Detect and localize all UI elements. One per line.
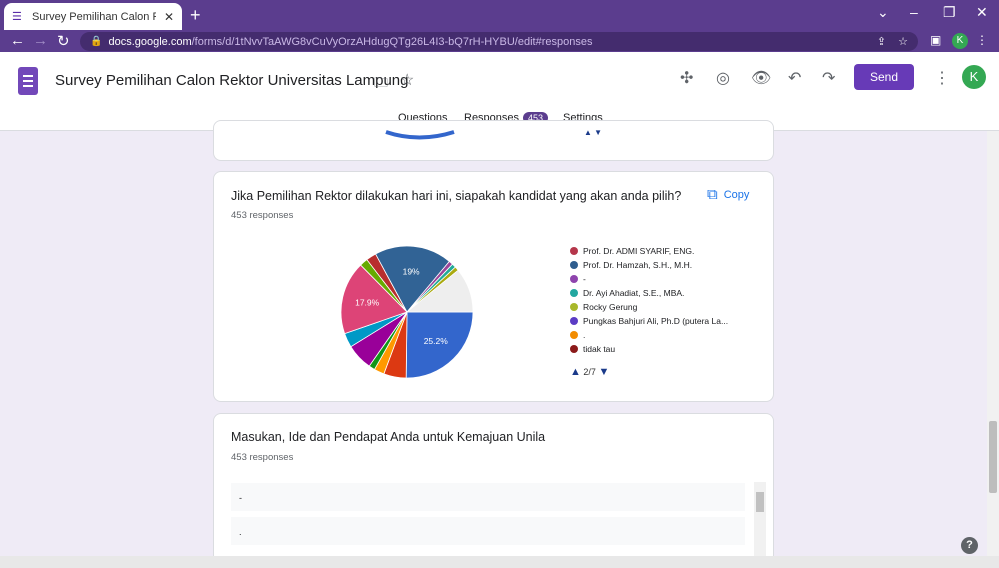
pie-chart[interactable]: 25.2% 17.9% 19% (214, 172, 775, 403)
response-count: 453 responses (231, 210, 294, 221)
legend-swatch (570, 247, 578, 255)
url-path: /forms/d/1tNvvTaAWG8vCuVyOrzAHdugQTg26L4… (191, 35, 593, 48)
previous-chart-fragment: ▲ ▼ (385, 128, 602, 140)
bookmark-star-icon[interactable]: ☆ (898, 36, 908, 48)
legend-label: . (583, 330, 586, 340)
text-answer: - (231, 483, 745, 511)
text-answer: . (231, 517, 745, 545)
legend-swatch (570, 275, 578, 283)
legend-item: Dr. Ayi Ahadiat, S.E., MBA. (570, 286, 728, 300)
document-title[interactable]: Survey Pemilihan Calon Rektor Universita… (55, 72, 409, 89)
lock-icon: 🔒 (90, 36, 103, 47)
legend-label: Dr. Ayi Ahadiat, S.E., MBA. (583, 288, 685, 298)
reload-icon[interactable]: ↻ (57, 33, 70, 50)
pie-slice[interactable] (405, 269, 474, 313)
forms-icon: ☰ (12, 10, 22, 23)
send-button[interactable]: Send (854, 64, 914, 90)
legend-item: Prof. Dr. ADMI SYARIF, ENG. (570, 244, 728, 258)
question-response-card-2: Masukan, Ide dan Pendapat Anda untuk Kem… (213, 413, 774, 563)
forms-logo-icon[interactable] (18, 67, 38, 95)
legend-item: tidak tau (570, 342, 728, 356)
legend-item: Prof. Dr. Hamzah, S.H., M.H. (570, 258, 728, 272)
question-title-2: Masukan, Ide dan Pendapat Anda untuk Kem… (231, 430, 546, 444)
close-tab-icon[interactable]: ✕ (163, 9, 174, 24)
copy-label: Copy (723, 188, 750, 201)
new-tab-icon[interactable]: + (190, 5, 201, 25)
legend-label: Prof. Dr. Hamzah, S.H., M.H. (583, 260, 693, 270)
user-avatar[interactable]: K (962, 65, 986, 89)
answers-scrollbar-thumb[interactable] (756, 492, 764, 512)
preview-eye-icon[interactable]: 👁 (751, 70, 772, 87)
side-panel-icon[interactable]: ▣ (930, 33, 942, 47)
legend-label: Rocky Gerung (583, 302, 638, 312)
url-host: docs.google.com (108, 35, 192, 48)
addon-puzzle-icon[interactable]: ✣ (680, 70, 694, 87)
legend-label: - (583, 274, 586, 284)
minimize-icon[interactable]: – (910, 4, 918, 20)
back-icon[interactable]: ← (10, 32, 25, 49)
close-window-icon[interactable]: ✕ (976, 4, 988, 20)
forms-header: Survey Pemilihan Calon Rektor Universita… (0, 52, 999, 131)
folder-icon[interactable]: 🗀 (374, 74, 388, 90)
browser-tab-strip: ☰ Survey Pemilihan Calon Rektor Ur ✕ + ⌄… (0, 0, 999, 30)
address-bar[interactable]: 🔒 docs.google.com /forms/d/1tNvvTaAWG8vC… (80, 32, 918, 51)
pie-slice[interactable] (340, 264, 408, 335)
legend-item: Pungkas Bahjuri Ali, Ph.D (putera La... (570, 314, 728, 328)
pie-slice-label: 19% (403, 266, 420, 276)
legend-swatch (570, 261, 578, 269)
taskbar-edge (0, 556, 999, 568)
legend-swatch (570, 345, 578, 353)
legend-label: Pungkas Bahjuri Ali, Ph.D (putera La... (583, 316, 729, 326)
legend-label: Prof. Dr. ADMI SYARIF, ENG. (583, 246, 695, 256)
palette-icon[interactable]: ◎ (716, 70, 730, 87)
question-response-card: Jika Pemilihan Rektor dilakukan hari ini… (213, 171, 774, 402)
tab-search-icon[interactable]: ⌄ (877, 4, 889, 20)
page-scrollbar-thumb[interactable] (989, 421, 997, 493)
answers-scrollbar[interactable] (754, 482, 766, 556)
undo-icon[interactable]: ↶ (788, 70, 802, 87)
legend-pager: ▲ 2/7 ▼ (570, 366, 609, 378)
response-count-2: 453 responses (231, 452, 294, 463)
browser-tab[interactable]: ☰ Survey Pemilihan Calon Rektor Ur ✕ (4, 3, 182, 30)
legend-swatch (570, 317, 578, 325)
browser-tab-title: Survey Pemilihan Calon Rektor Ur (32, 10, 156, 23)
browser-toolbar: ← → ↻ 🔒 docs.google.com /forms/d/1tNvvTa… (0, 30, 999, 52)
legend-next-icon[interactable]: ▼ (598, 366, 610, 378)
previous-response-card: ▲ ▼ (213, 120, 774, 161)
pie-slice-label: 17.9% (355, 298, 380, 308)
copy-chart-button[interactable]: ⧉ Copy (707, 186, 749, 203)
chrome-profile-avatar[interactable]: K (952, 33, 968, 49)
legend-prev-icon[interactable]: ▲ (570, 366, 581, 378)
redo-icon[interactable]: ↷ (822, 70, 836, 87)
legend-swatch (570, 303, 578, 311)
pie-slice-label: 25.2% (424, 336, 449, 346)
legend-swatch (570, 331, 578, 339)
legend-label: tidak tau (583, 344, 616, 354)
help-icon[interactable]: ? (961, 537, 978, 554)
chrome-menu-icon[interactable]: ⋮ (976, 33, 988, 47)
more-options-icon[interactable]: ⋮ (934, 70, 950, 87)
legend-swatch (570, 289, 578, 297)
legend-item: - (570, 272, 728, 286)
restore-icon[interactable]: ❐ (943, 4, 956, 20)
chart-legend: Prof. Dr. ADMI SYARIF, ENG. Prof. Dr. Ham… (570, 244, 728, 356)
question-title: Jika Pemilihan Rektor dilakukan hari ini… (231, 189, 682, 203)
svg-text:▲ ▼: ▲ ▼ (584, 128, 602, 137)
copy-icon: ⧉ (707, 186, 718, 203)
forward-icon[interactable]: → (33, 32, 48, 49)
legend-item: Rocky Gerung (570, 300, 728, 314)
legend-page: 2/7 (583, 367, 596, 377)
legend-item: . (570, 328, 728, 342)
share-icon[interactable]: ⇪ (876, 36, 887, 48)
star-icon[interactable]: ☆ (400, 72, 415, 89)
page-scrollbar[interactable] (987, 131, 999, 556)
pie-slice[interactable] (405, 311, 474, 379)
pie-slice[interactable] (375, 245, 450, 313)
